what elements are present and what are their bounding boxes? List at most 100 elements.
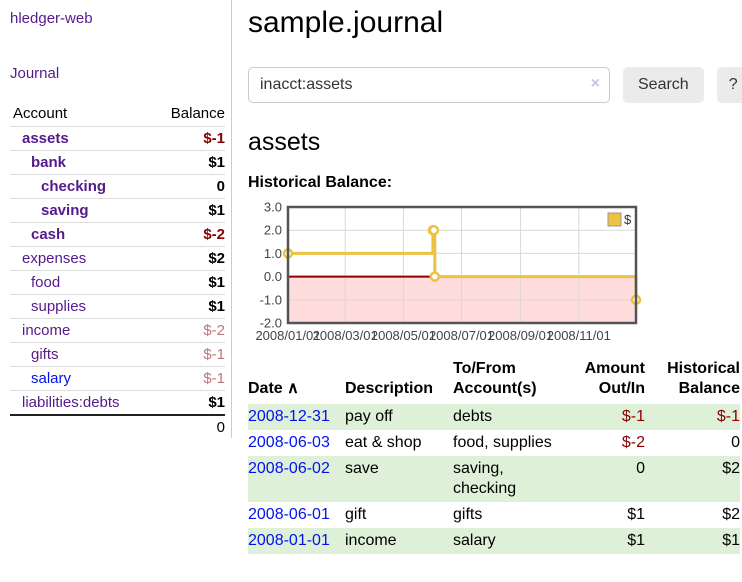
accounts-total-spacer [10,415,151,439]
search-bar: × Search ? [248,67,742,103]
transaction-date-link[interactable]: 2008-06-01 [248,506,330,523]
register-header-amount-out-in: Amount Out/In [573,357,645,404]
account-row: checking 0 [10,175,225,199]
svg-text:1.0: 1.0 [264,246,282,261]
transaction-accounts: gifts [453,502,573,528]
sidebar-account-link[interactable]: assets [22,130,69,147]
sidebar-item-journal[interactable]: Journal [10,65,225,82]
transaction-date-link[interactable]: 2008-06-03 [248,434,330,451]
transaction-date-cell: 2008-06-01 [248,502,345,528]
accounts-total-value: 0 [151,415,225,439]
transaction-date-link[interactable]: 2008-06-02 [248,460,330,477]
transaction-accounts: debts [453,404,573,430]
accounts-total-row: 0 [10,415,225,439]
transaction-balance: $2 [645,502,740,528]
svg-text:2008/05/01: 2008/05/01 [371,328,436,343]
sidebar-account-link[interactable]: checking [41,178,106,195]
sidebar-account-link[interactable]: expenses [22,250,86,267]
svg-text:2008/03/01: 2008/03/01 [313,328,378,343]
accounts-header-row: Account Balance [10,102,225,127]
sidebar-account-link[interactable]: bank [31,154,66,171]
register-header-to-from-account-s-: To/From Account(s) [453,357,573,404]
transaction-balance: $2 [645,456,740,502]
accounts-header-balance: Balance [151,102,225,127]
transaction-description: eat & shop [345,430,453,456]
transaction-date-link[interactable]: 2008-12-31 [248,408,330,425]
svg-text:2008/01/01: 2008/01/01 [255,328,320,343]
account-name-cell: assets [10,127,151,151]
sort-ascending-icon: ∧ [283,380,299,397]
transaction-amount: $1 [573,502,645,528]
account-name-cell: cash [10,223,151,247]
account-balance: 0 [151,175,225,199]
register-header-row: Date ∧DescriptionTo/From Account(s)Amoun… [248,357,740,404]
help-button[interactable]: ? [717,67,742,103]
transaction-accounts: saving, checking [453,456,573,502]
account-row: salary $-1 [10,367,225,391]
account-balance: $-2 [151,223,225,247]
transaction-description: save [345,456,453,502]
account-name-cell: income [10,319,151,343]
account-balance: $1 [151,391,225,416]
account-name-cell: gifts [10,343,151,367]
account-name-cell: food [10,271,151,295]
sidebar-account-link[interactable]: liabilities:debts [22,394,120,411]
sidebar-account-link[interactable]: cash [31,226,65,243]
historical-balance-chart: $3.02.01.00.0-1.0-2.02008/01/012008/03/0… [248,201,742,345]
sidebar-account-link[interactable]: salary [31,370,71,387]
accounts-header-account: Account [10,102,151,127]
svg-text:$: $ [624,212,632,227]
sidebar-account-link[interactable]: food [31,274,60,291]
app-title-link[interactable]: hledger-web [10,10,225,27]
svg-text:0.0: 0.0 [264,269,282,284]
search-button[interactable]: Search [623,67,704,103]
transaction-amount: $-2 [573,430,645,456]
account-name-cell: salary [10,367,151,391]
register-header-description: Description [345,357,453,404]
account-row: cash $-2 [10,223,225,247]
transaction-date-link[interactable]: 2008-01-01 [248,532,330,549]
account-name-cell: expenses [10,247,151,271]
account-row: expenses$2 [10,247,225,271]
transaction-amount: $1 [573,528,645,554]
svg-text:-1.0: -1.0 [260,292,282,307]
sidebar-account-link[interactable]: gifts [31,346,59,363]
transaction-balance: $1 [645,528,740,554]
account-balance: $1 [151,199,225,223]
svg-text:2008/07/01: 2008/07/01 [429,328,494,343]
transaction-date-cell: 2008-06-02 [248,456,345,502]
transaction-amount: $-1 [573,404,645,430]
account-balance: $-1 [151,127,225,151]
account-row: saving $1 [10,199,225,223]
search-input[interactable] [248,67,610,103]
svg-text:3.0: 3.0 [264,201,282,215]
account-row: supplies$1 [10,295,225,319]
account-row: bank$1 [10,151,225,175]
transaction-date-cell: 2008-06-03 [248,430,345,456]
sidebar-account-link[interactable]: saving [41,202,89,219]
account-row: gifts $-1 [10,343,225,367]
accounts-table: Account Balance assets$-1bank$1checking0… [10,102,225,439]
account-row: assets $-1 [10,127,225,151]
transaction-description: pay off [345,404,453,430]
svg-text:2008/11/01: 2008/11/01 [547,328,611,343]
account-name-cell: supplies [10,295,151,319]
sidebar-account-link[interactable]: income [22,322,70,339]
transaction-row: 2008-06-03eat & shopfood, supplies$-20 [248,430,740,456]
transaction-accounts: salary [453,528,573,554]
register-header-date[interactable]: Date ∧ [248,357,345,404]
register-header-historical-balance: Historical Balance [645,357,740,404]
account-name-cell: liabilities:debts [10,391,151,416]
account-balance: $-1 [151,343,225,367]
account-name-cell: saving [10,199,151,223]
transaction-row: 2008-01-01incomesalary$1$1 [248,528,740,554]
transaction-description: income [345,528,453,554]
app-window: hledger-web Journal Account Balance asse… [0,0,742,554]
transaction-balance: $-1 [645,404,740,430]
sidebar-account-link[interactable]: supplies [31,298,86,315]
clear-search-icon[interactable]: × [591,75,600,93]
account-balance: $1 [151,271,225,295]
account-balance: $-1 [151,367,225,391]
account-row: food $1 [10,271,225,295]
search-input-wrap: × [248,67,610,103]
